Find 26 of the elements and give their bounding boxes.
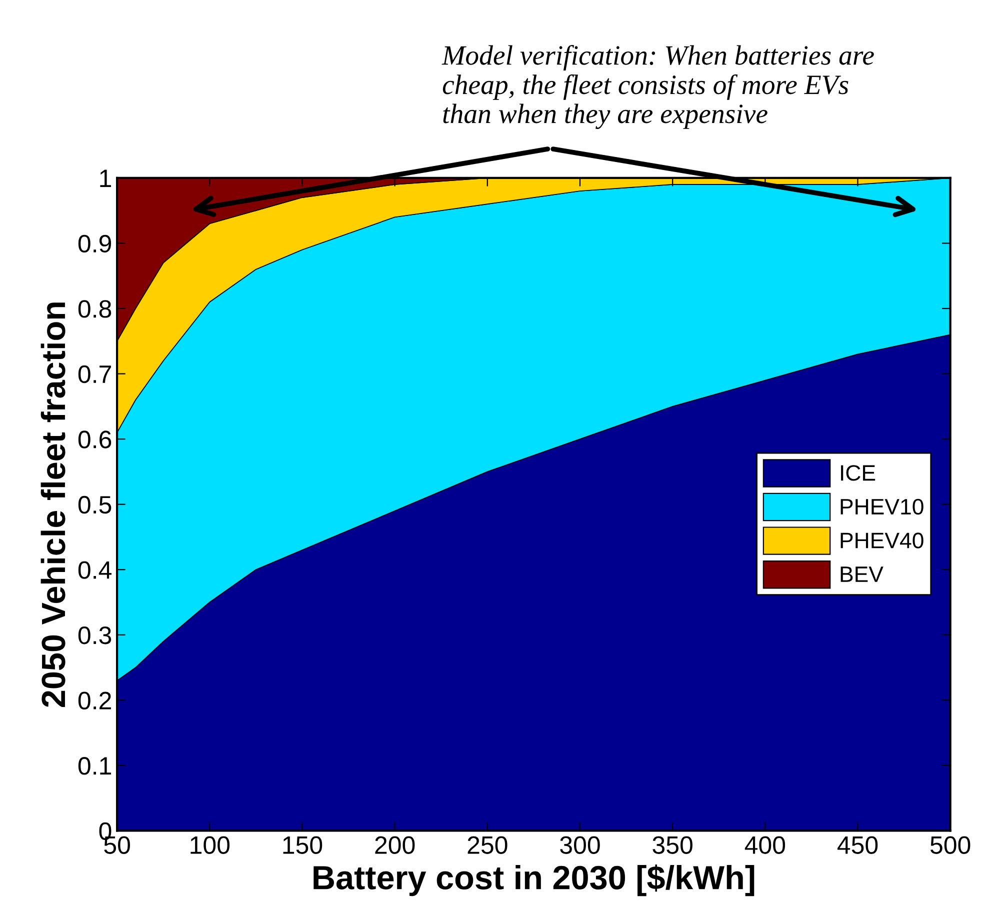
y-tick-label: 0.2 xyxy=(78,692,111,710)
legend-label: ICE xyxy=(841,465,876,481)
x-tick-label: 350 xyxy=(652,836,692,854)
y-tick-label: 0.3 xyxy=(78,626,112,644)
x-tick-label: 150 xyxy=(283,836,322,854)
x-tick-label: 100 xyxy=(190,836,230,854)
y-tick-label: 0.7 xyxy=(78,365,111,384)
legend-label: PHEV40 xyxy=(840,532,924,548)
y-tick-label: 0.5 xyxy=(78,496,112,514)
y-tick-label: 0.9 xyxy=(78,234,112,253)
y-tick-label: 0.1 xyxy=(78,757,111,775)
y-axis-title: 2050 Vehicle fleet fraction xyxy=(40,302,66,707)
y-tick-label: 0.6 xyxy=(78,430,112,448)
text: Model verification: When batteries are cheap, the fleet consists of more EVs than when they are expensive xyxy=(442,45,874,129)
y-tick-label: 0.8 xyxy=(78,300,112,318)
y-tick-label: 0.4 xyxy=(78,561,112,579)
x-tick-label: 300 xyxy=(560,836,600,854)
x-tick-label: 450 xyxy=(837,836,878,854)
y-tick-label: 1 xyxy=(100,170,111,188)
x-tick-label: 200 xyxy=(375,836,415,854)
legend-label: BEV xyxy=(840,566,884,582)
legend-label: PHEV10 xyxy=(840,498,924,515)
x-tick-label: 400 xyxy=(744,836,786,854)
x-tick-label: 500 xyxy=(930,836,970,854)
x-tick-label: 250 xyxy=(468,836,508,854)
x-axis-title: Battery cost in 2030 [$/kWh] xyxy=(314,864,754,896)
